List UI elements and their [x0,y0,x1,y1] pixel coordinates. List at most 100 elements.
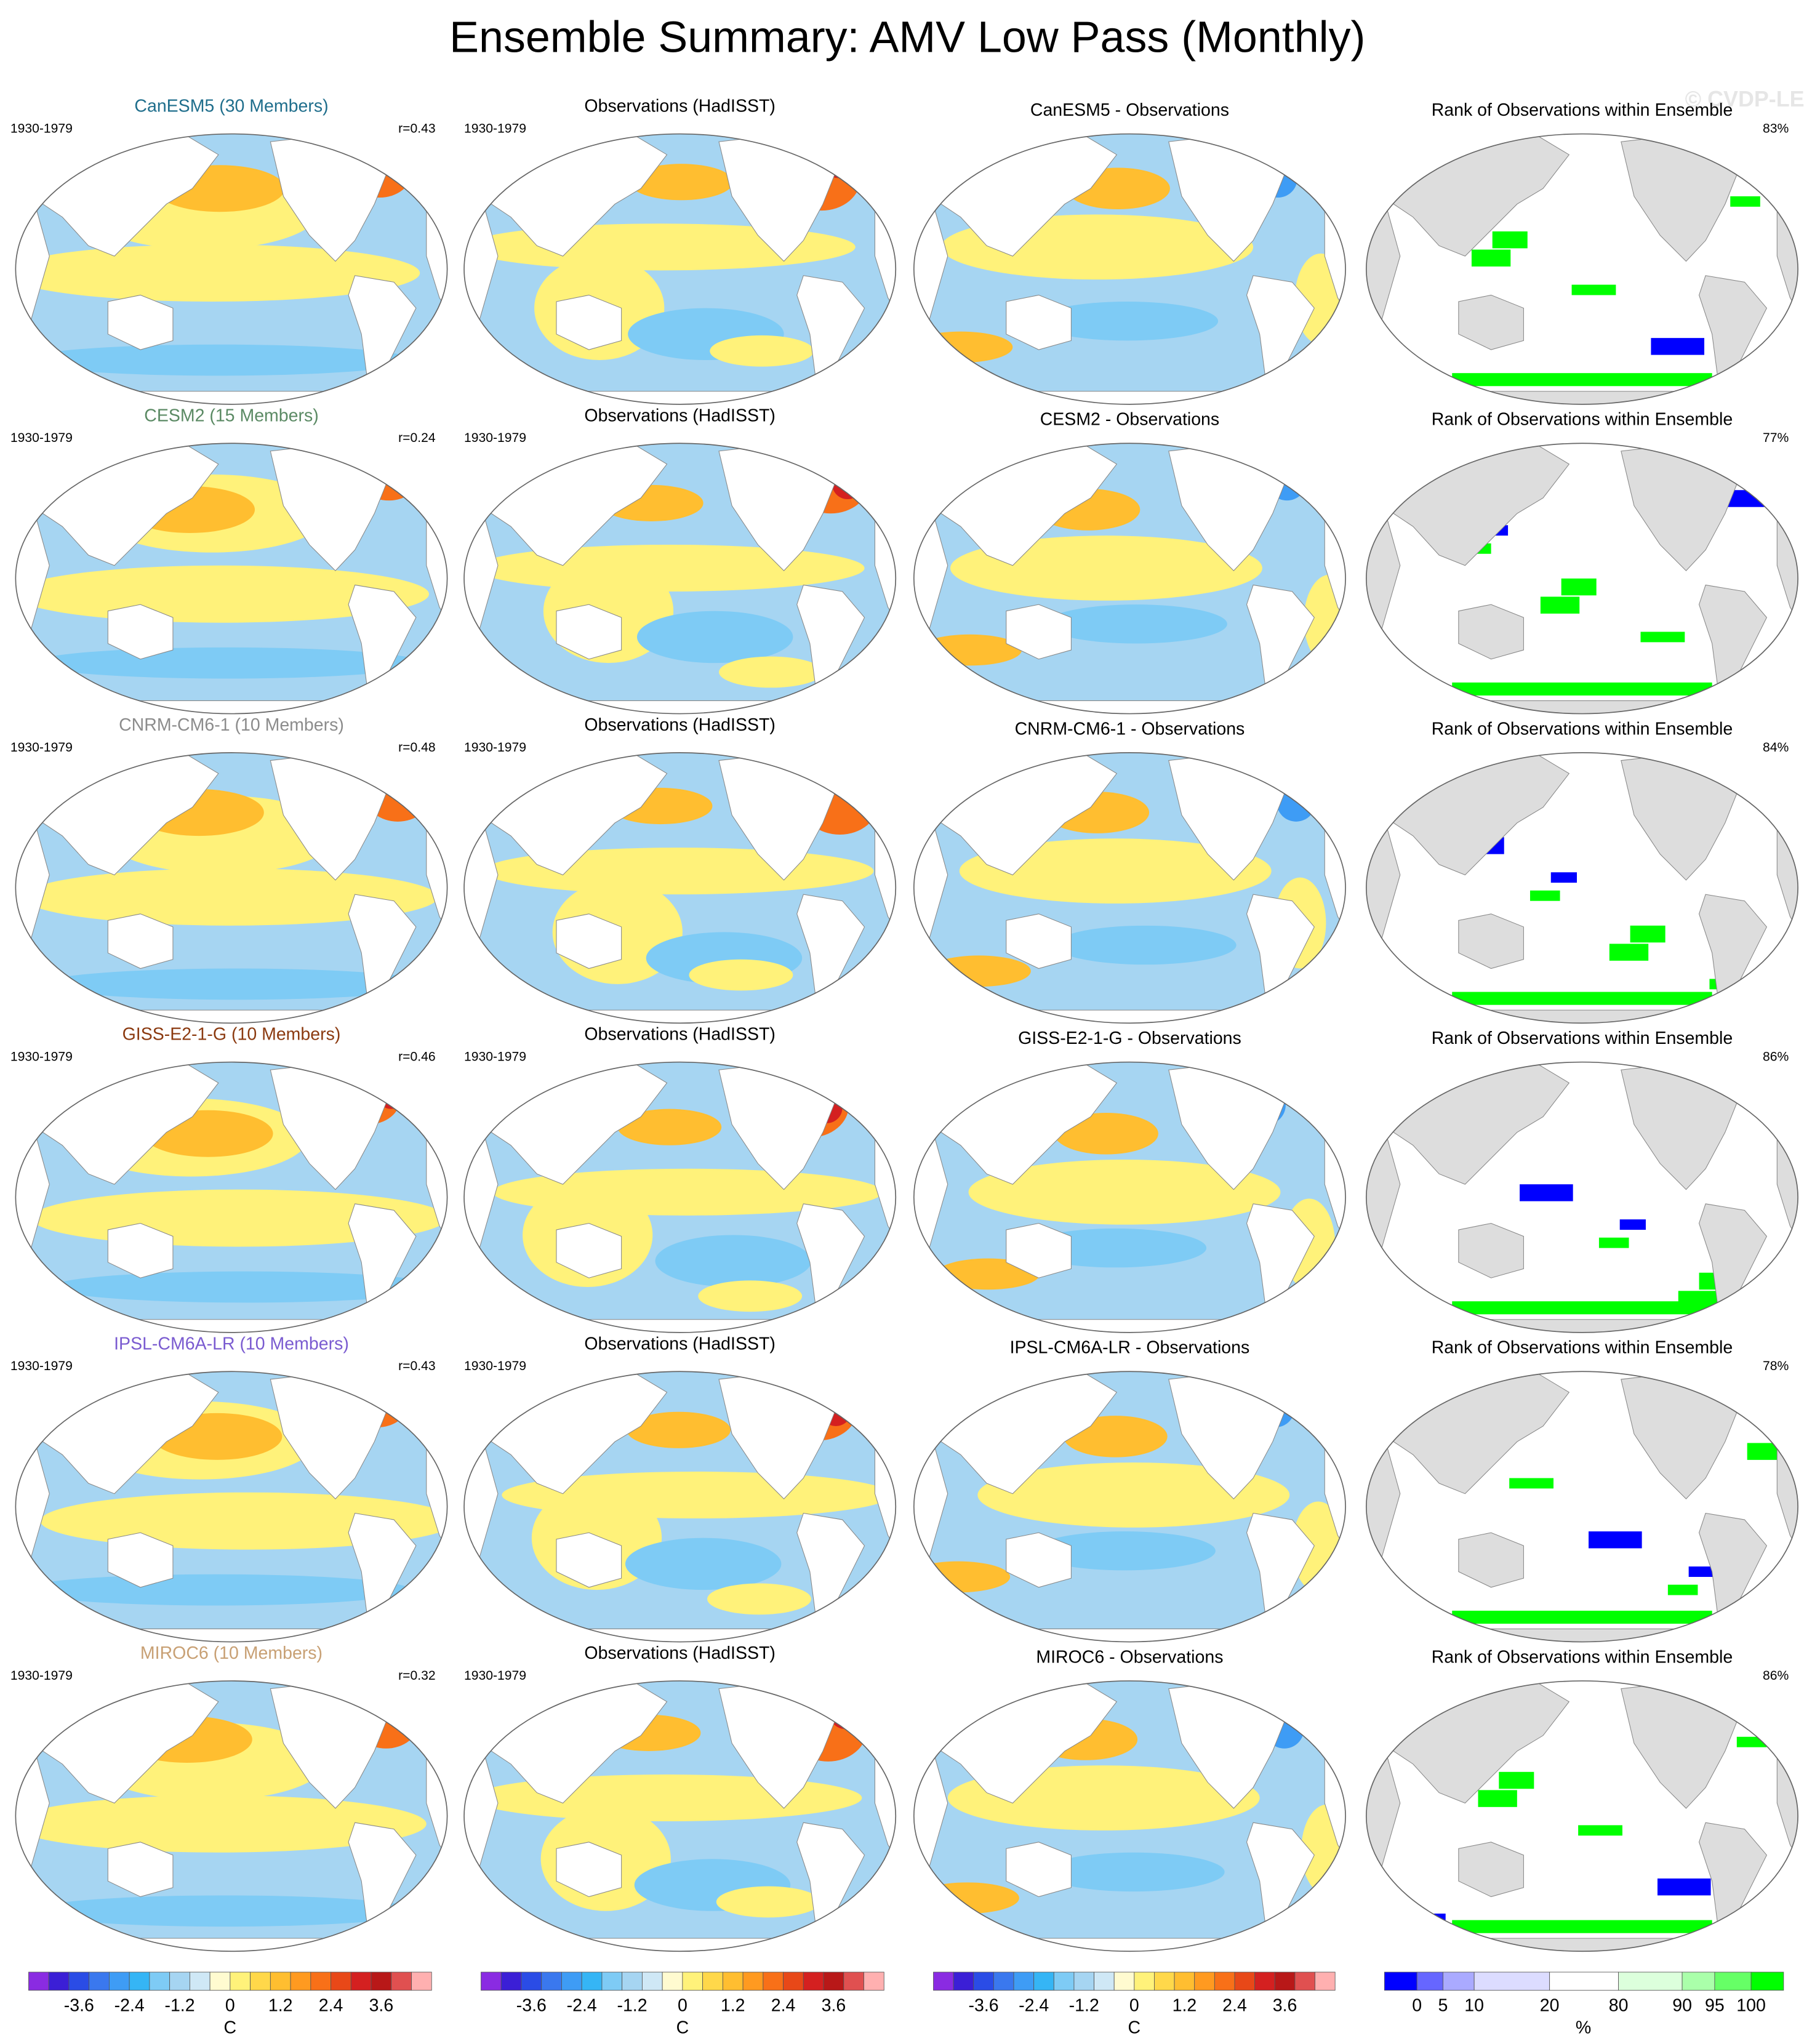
colorbar-swatch [521,1971,542,1991]
colorbar-label: 0 [1412,1995,1422,2015]
map [913,1680,1346,1952]
colorbar-unit: C [224,2018,237,2037]
map-field [464,1062,896,1333]
colorbar-swatch [742,1971,764,1991]
map [463,1061,897,1333]
map-outline [463,1371,897,1643]
rank-region [1651,338,1704,355]
colorbar-swatch [68,1971,90,1991]
rank-region [1540,596,1580,614]
rank-region [1640,632,1685,643]
map-field [913,752,1346,1024]
anomaly-region [716,1886,820,1918]
rank-region [1478,1790,1517,1807]
anomaly-region [636,611,793,664]
pattern-correlation: r=0.43 [398,1359,435,1373]
rank-percent: 78% [1763,1359,1789,1373]
rank-title: Rank of Observations within Ensemble [1432,410,1733,430]
map [15,133,448,405]
colorbar-label: -3.6 [969,1995,999,2015]
rank-region [1529,890,1560,901]
anomaly-region [23,344,414,376]
rank-region [1509,1478,1553,1489]
ocean-field [1366,134,1798,404]
diff-title: MIROC6 - Observations [1036,1647,1223,1667]
period-label: 1930-1979 [10,740,73,755]
colorbar-swatch [843,1971,864,1991]
map [913,1371,1346,1643]
colorbar-swatch [1174,1971,1195,1991]
map-outline [913,443,1346,715]
colorbar-swatch [1384,1971,1417,1991]
colorbar-swatch [48,1971,70,1991]
map-field [15,134,447,404]
colorbar-label: 95 [1705,1995,1725,2015]
colorbar-swatch [1443,1971,1475,1991]
colorbar-label: -3.6 [64,1995,94,2015]
anomaly-region [387,1390,414,1412]
anomaly-region [959,838,1272,904]
rank-region [1452,373,1712,387]
colorbar-label: 0 [1129,1995,1139,2015]
rank-percent: 84% [1763,740,1789,755]
anomaly-region [627,1411,731,1448]
obs-title: Observations (HadISST) [584,97,775,116]
map-outline [15,443,448,715]
anomaly-region [719,656,823,688]
colorbar-label: 3.6 [822,1995,846,2015]
anomaly-region [1033,1531,1216,1571]
map-field [1366,1371,1798,1642]
map-outline [463,1061,897,1333]
map-field [15,443,447,714]
map-outline [463,443,897,715]
colorbar-label: 100 [1736,1995,1766,2015]
colorbar-label: 1.2 [268,1995,293,2015]
colorbar-label: 0 [678,1995,688,2015]
period-label: 1930-1979 [464,740,526,755]
colorbar-label: 1.2 [721,1995,745,2015]
anomaly-region [15,565,430,623]
pattern-correlation: r=0.24 [398,431,436,445]
colorbar-swatch [290,1971,311,1991]
colorbar-swatch [581,1971,603,1991]
anomaly-region [399,464,425,485]
anomaly-region [50,1271,441,1303]
colorbar-swatch [189,1971,210,1991]
model-title: CESM2 (15 Members) [144,406,318,425]
colorbar-swatch [682,1971,704,1991]
colorbar-swatch [1274,1971,1296,1991]
anomaly-region [32,647,423,679]
map-outline [15,1680,448,1952]
colorbar-label: 80 [1609,1995,1629,2015]
map [1366,752,1798,1024]
colorbar-swatch [1315,1971,1336,1991]
colorbar-swatch [1294,1971,1315,1991]
map [913,752,1346,1024]
rank-region [1452,1920,1712,1933]
rank-region [1688,1566,1715,1577]
colorbar-swatch [933,1971,954,1991]
colorbar-swatch [1013,1971,1035,1991]
map [463,443,897,715]
colorbar-swatch [129,1971,150,1991]
colorbar-swatch [1234,1971,1256,1991]
colorbar-swatch [1033,1971,1054,1991]
diff-title: CESM2 - Observations [1040,410,1219,430]
period-label: 1930-1979 [10,121,73,135]
map-outline [913,1061,1346,1333]
period-label: 1930-1979 [464,121,526,135]
colorbar-swatch [561,1971,582,1991]
colorbar-swatch [993,1971,1014,1991]
colorbar-swatch [391,1971,412,1991]
model-title: CNRM-CM6-1 (10 Members) [119,715,344,735]
obs-title: Observations (HadISST) [584,715,775,735]
anomaly-region [41,968,432,1000]
colorbar-label: -1.2 [164,1995,194,2015]
rank-title: Rank of Observations within Ensemble [1432,1338,1733,1358]
rank-region [1730,196,1760,207]
map-field [464,1680,896,1952]
map-outline [15,1061,448,1333]
anomaly-region [15,244,420,302]
rank-region [1452,682,1712,696]
colorbar-swatch [1416,1971,1443,1991]
